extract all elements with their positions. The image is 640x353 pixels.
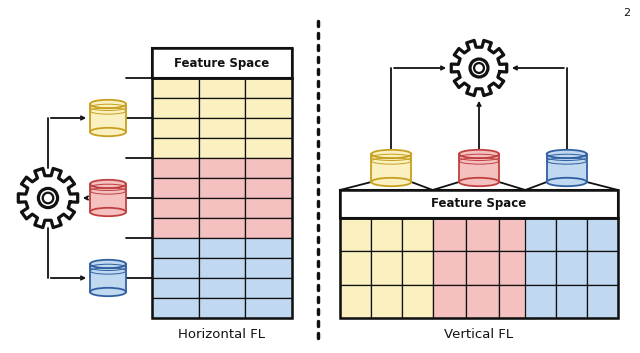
Bar bbox=[587, 285, 618, 318]
Ellipse shape bbox=[90, 288, 126, 296]
Bar bbox=[587, 218, 618, 251]
Bar bbox=[245, 98, 292, 118]
Circle shape bbox=[43, 193, 53, 203]
Bar bbox=[402, 218, 433, 251]
Bar bbox=[198, 158, 245, 178]
Ellipse shape bbox=[90, 208, 126, 216]
Bar bbox=[466, 285, 499, 318]
Bar bbox=[152, 78, 198, 98]
Bar bbox=[556, 251, 587, 285]
Bar bbox=[340, 190, 618, 218]
Bar bbox=[90, 264, 126, 292]
Bar bbox=[525, 285, 556, 318]
Bar bbox=[152, 178, 198, 198]
Bar bbox=[152, 78, 292, 318]
Bar bbox=[371, 154, 412, 182]
Bar bbox=[152, 238, 198, 258]
Text: Vertical FL: Vertical FL bbox=[444, 329, 513, 341]
Bar bbox=[433, 251, 466, 285]
Bar bbox=[198, 138, 245, 158]
Bar bbox=[152, 158, 198, 178]
Bar bbox=[245, 218, 292, 238]
Bar bbox=[198, 78, 245, 98]
Bar bbox=[198, 98, 245, 118]
Bar bbox=[466, 251, 499, 285]
Ellipse shape bbox=[371, 178, 412, 186]
Bar bbox=[245, 278, 292, 298]
Text: Feature Space: Feature Space bbox=[174, 56, 269, 70]
Bar bbox=[245, 138, 292, 158]
Bar bbox=[245, 258, 292, 278]
Bar bbox=[198, 218, 245, 238]
Bar bbox=[198, 258, 245, 278]
Bar bbox=[525, 218, 556, 251]
Ellipse shape bbox=[90, 128, 126, 136]
Bar bbox=[152, 48, 292, 78]
Bar bbox=[152, 298, 198, 318]
Bar bbox=[152, 278, 198, 298]
Bar bbox=[340, 218, 371, 251]
Bar bbox=[499, 285, 532, 318]
Circle shape bbox=[38, 189, 58, 208]
Bar bbox=[340, 218, 618, 318]
Ellipse shape bbox=[459, 178, 499, 186]
Bar bbox=[152, 118, 198, 138]
Ellipse shape bbox=[547, 150, 587, 158]
Bar bbox=[245, 198, 292, 218]
Bar bbox=[90, 184, 126, 212]
Bar bbox=[198, 238, 245, 258]
Polygon shape bbox=[451, 40, 507, 96]
Bar bbox=[525, 251, 556, 285]
Bar bbox=[198, 198, 245, 218]
Ellipse shape bbox=[90, 100, 126, 108]
Bar bbox=[245, 238, 292, 258]
Bar bbox=[402, 251, 433, 285]
Ellipse shape bbox=[459, 150, 499, 158]
Bar bbox=[587, 251, 618, 285]
Bar bbox=[198, 118, 245, 138]
Bar bbox=[499, 218, 532, 251]
Bar bbox=[245, 178, 292, 198]
Bar bbox=[152, 198, 198, 218]
Bar bbox=[499, 251, 532, 285]
Ellipse shape bbox=[371, 150, 412, 158]
Bar bbox=[198, 298, 245, 318]
Bar bbox=[152, 218, 198, 238]
Ellipse shape bbox=[90, 180, 126, 188]
Text: Horizontal FL: Horizontal FL bbox=[179, 329, 266, 341]
Bar bbox=[152, 48, 292, 78]
Circle shape bbox=[474, 63, 484, 73]
Bar bbox=[152, 138, 198, 158]
Ellipse shape bbox=[90, 260, 126, 268]
Bar bbox=[340, 190, 618, 218]
Bar bbox=[556, 285, 587, 318]
Text: Feature Space: Feature Space bbox=[431, 197, 527, 210]
Bar bbox=[371, 218, 402, 251]
Bar bbox=[466, 218, 499, 251]
Polygon shape bbox=[19, 168, 77, 228]
Bar bbox=[556, 218, 587, 251]
Bar bbox=[371, 285, 402, 318]
Circle shape bbox=[470, 59, 488, 77]
Bar bbox=[152, 98, 198, 118]
Bar bbox=[459, 154, 499, 182]
Ellipse shape bbox=[547, 178, 587, 186]
Bar bbox=[245, 78, 292, 98]
Bar bbox=[433, 285, 466, 318]
Bar bbox=[245, 158, 292, 178]
Bar bbox=[340, 285, 371, 318]
Bar bbox=[90, 104, 126, 132]
Bar bbox=[245, 118, 292, 138]
Bar bbox=[371, 251, 402, 285]
Bar bbox=[340, 251, 371, 285]
Bar bbox=[245, 298, 292, 318]
Bar bbox=[198, 278, 245, 298]
Bar bbox=[198, 178, 245, 198]
Bar bbox=[402, 285, 433, 318]
Bar bbox=[152, 258, 198, 278]
Text: 2: 2 bbox=[623, 8, 630, 18]
Bar bbox=[547, 154, 587, 182]
Bar bbox=[433, 218, 466, 251]
